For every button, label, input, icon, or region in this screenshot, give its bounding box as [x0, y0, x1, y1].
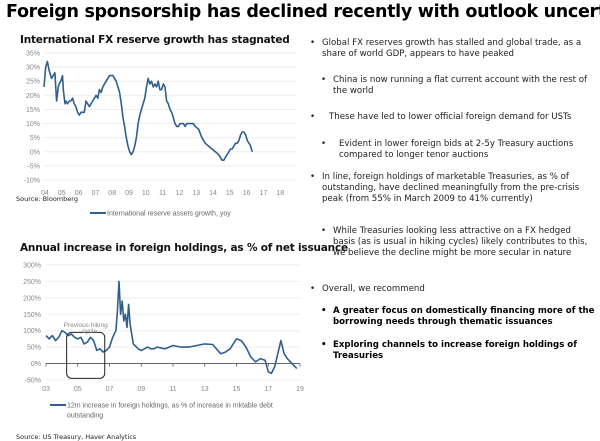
chart1-fx-reserve-growth: 35% 30% 25% 20% 15% 10% 5% 0% -5% -10%04 05 06 07 08 0…	[24, 51, 296, 218]
x-tick-label: 12	[176, 190, 184, 197]
y-tick-label: 250%	[23, 279, 41, 286]
x-tick-label: 15	[226, 190, 234, 197]
bullet-dot-icon: •	[310, 172, 316, 182]
x-tick-label: 19	[296, 386, 304, 393]
chart2-source: Source: US Treasury, Haver Analytics	[16, 433, 137, 441]
bullet-dot-icon: •	[321, 306, 327, 316]
hiking-cycle-box	[66, 331, 106, 379]
bullet-dot-icon: •	[310, 112, 316, 122]
bullet-dot-icon: •	[321, 340, 327, 350]
bullet-dot-icon: •	[310, 284, 316, 294]
x-tick-label: 09	[125, 190, 133, 197]
bullet-text: These have led to lower official foreign…	[329, 112, 572, 122]
bullet-dot-icon: •	[321, 139, 327, 149]
y-tick-label: 0%	[31, 361, 41, 368]
x-tick-label: 07	[92, 190, 100, 197]
chart2-title: Annual increase in foreign holdings, as …	[20, 242, 348, 254]
x-tick-label: 09	[137, 386, 145, 393]
x-tick-label: 14	[209, 190, 217, 197]
legend-label: 12m increase in foreign holdings, as % o…	[67, 403, 273, 410]
bullet-dot-icon: •	[321, 75, 327, 85]
x-tick-label: 16	[243, 190, 251, 197]
annotation-label: cycle	[82, 328, 97, 335]
chart1-source: Source: Bloomberg	[16, 195, 78, 203]
bullet-dot-icon: •	[321, 226, 327, 236]
bullet-text: Evident in lower foreign bids at 2-5y Tr…	[339, 139, 574, 160]
y-tick-label: -10%	[24, 178, 40, 185]
x-tick-label: 15	[233, 386, 241, 393]
x-tick-label: 18	[276, 190, 284, 197]
y-tick-label: 300%	[23, 263, 41, 270]
y-tick-label: 150%	[23, 312, 41, 319]
y-tick-label: 10%	[26, 121, 40, 128]
x-tick-label: 08	[108, 190, 116, 197]
y-tick-label: 15%	[26, 107, 40, 114]
bullet-text: A greater focus on domestically financin…	[333, 306, 595, 327]
y-tick-label: 0%	[30, 149, 40, 156]
x-tick-label: 11	[159, 190, 166, 197]
chart1-title: International FX reserve growth has stag…	[20, 34, 290, 46]
bullet-text: In line, foreign holdings of marketable …	[322, 172, 580, 204]
legend-label: outstanding	[67, 413, 103, 420]
series-line-foreign-holdings	[45, 280, 298, 375]
y-tick-label: 20%	[26, 93, 40, 100]
bullet-text: While Treasuries looking less attractive…	[333, 226, 588, 258]
x-tick-label: 05	[58, 190, 66, 197]
y-tick-label: 5%	[30, 135, 40, 142]
y-tick-label: -50%	[25, 378, 41, 385]
x-tick-label: 03	[42, 386, 50, 393]
x-tick-label: 13	[201, 386, 209, 393]
y-tick-label: 35%	[26, 51, 40, 58]
x-tick-label: 06	[75, 190, 83, 197]
x-tick-label: 07	[106, 386, 114, 393]
x-tick-label: 17	[260, 190, 268, 197]
y-tick-label: -5%	[28, 163, 40, 170]
legend-label: International reserve assets growth, yoy	[107, 211, 231, 218]
bullet-text: Global FX reserves growth has stalled an…	[322, 38, 582, 59]
y-tick-label: 50%	[27, 345, 41, 352]
y-tick-label: 200%	[23, 295, 41, 302]
bullet-dot-icon: •	[310, 38, 316, 48]
y-tick-label: 25%	[26, 79, 40, 86]
page-title: Foreign sponsorship has declined recentl…	[6, 2, 600, 22]
y-tick-label: 100%	[23, 328, 41, 335]
y-tick-label: 30%	[26, 65, 40, 72]
bullet-text: Exploring channels to increase foreign h…	[333, 340, 577, 361]
chart2-foreign-holdings: 300% 250% 200% 150% 100% 50% 0% -50%03 05 07 09 11 1…	[23, 263, 304, 420]
series-line-reserve-growth	[43, 60, 254, 161]
x-tick-label: 04	[41, 190, 49, 197]
bullet-text: Overall, we recommend	[322, 284, 425, 294]
bullet-text: China is now running a flat current acco…	[333, 75, 588, 96]
annotation-label: Previous hiking	[64, 322, 108, 329]
x-tick-label: 11	[169, 386, 176, 393]
x-tick-label: 13	[192, 190, 200, 197]
x-tick-label: 10	[142, 190, 150, 197]
x-tick-label: 05	[74, 386, 82, 393]
x-tick-label: 17	[264, 386, 272, 393]
